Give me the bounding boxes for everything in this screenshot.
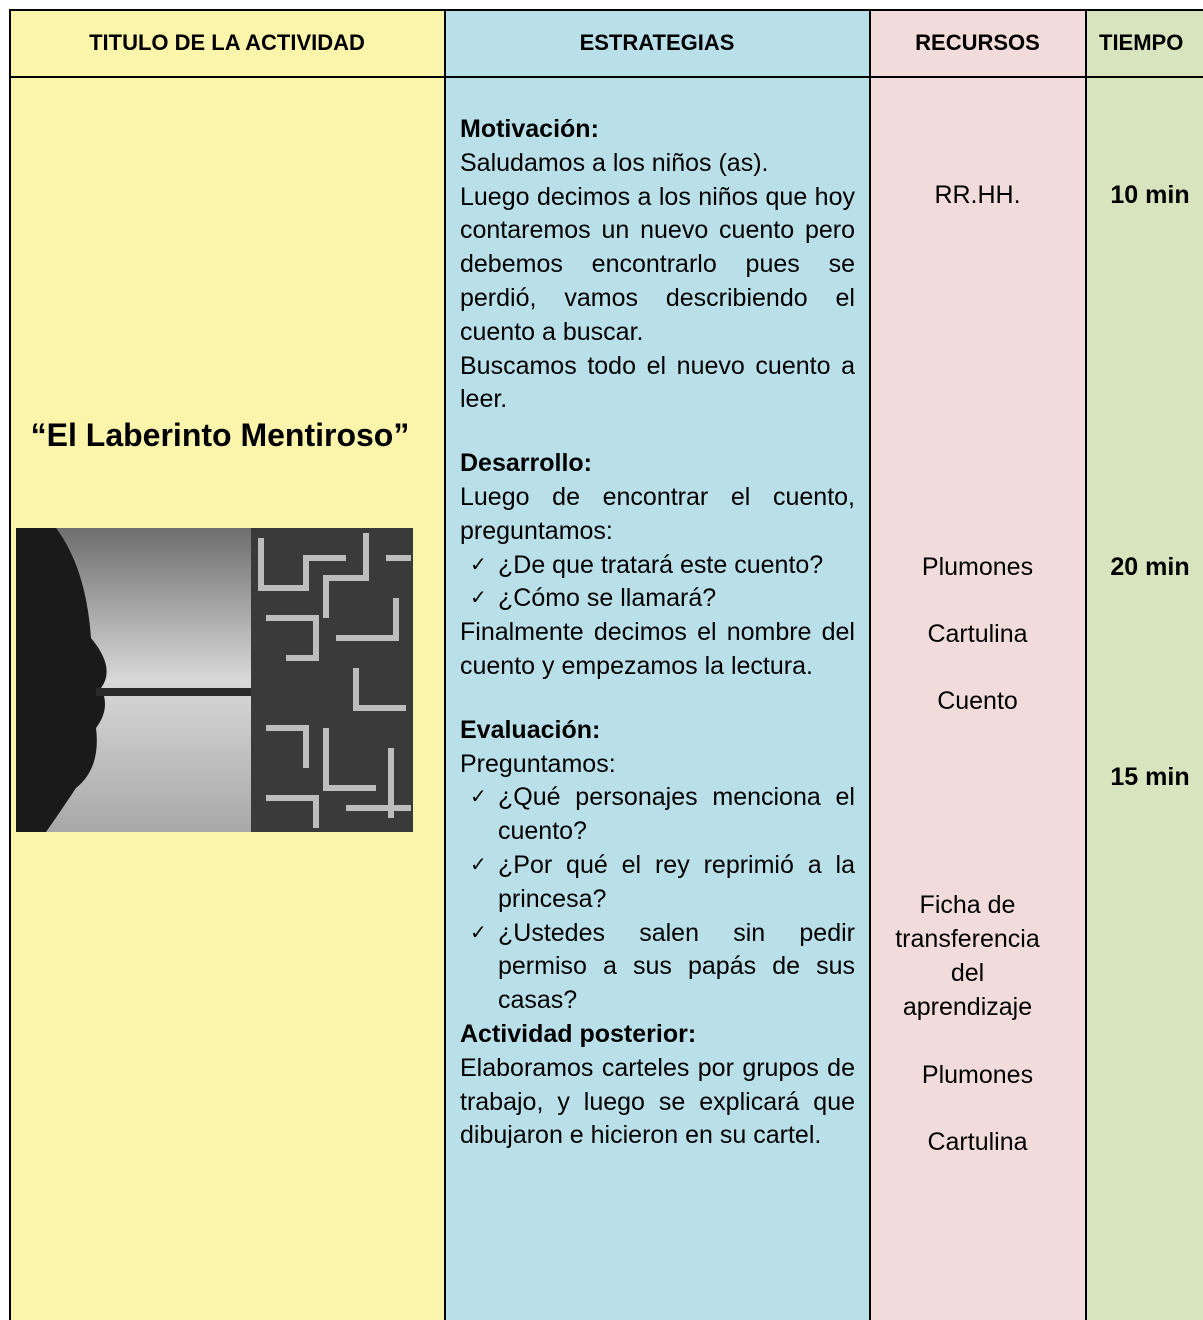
paragraph: Saludamos a los niños (as). — [460, 148, 769, 177]
paragraph: Elaboramos carteles por grupos de trabaj… — [460, 1053, 855, 1150]
section-heading: Motivación: — [460, 115, 599, 143]
section-heading: Actividad posterior: — [460, 1019, 697, 1048]
resource: RR.HH. — [934, 181, 1021, 209]
strategy-section: Evaluación: Preguntamos: ¿Qué personajes m… — [460, 714, 855, 1018]
resource: Cuento — [937, 687, 1018, 715]
illustration — [16, 528, 413, 832]
bullet-item: ¿Qué personajes menciona el cuento? — [460, 781, 855, 849]
bullet-item: ¿Por qué el rey reprimió a la princesa? — [460, 849, 855, 917]
border — [9, 9, 1203, 11]
bullet-item: ¿Ustedes salen sin pedir permiso a sus p… — [460, 917, 855, 1018]
resource: Plumones — [921, 1061, 1034, 1089]
bullet-list: ¿De que tratará este cuento?¿Cómo se lla… — [460, 549, 855, 617]
resource: Cartulina — [927, 620, 1028, 648]
resource: Cartulina — [927, 1128, 1028, 1156]
paragraph: Luego decimos a los niños que hoy contar… — [460, 182, 855, 346]
strategy-section: Desarrollo: Luego de encontrar el cuento,… — [460, 447, 855, 684]
header: TIEMPO — [1085, 10, 1203, 78]
time: 10 min — [1110, 181, 1190, 209]
activity-title: “El Laberinto Mentiroso” — [30, 417, 410, 453]
strategy-section: Actividad posterior: Elaboramos carteles … — [460, 1018, 855, 1153]
paragraph: Buscamos todo el nuevo cuento a leer. — [460, 351, 855, 414]
time: 20 min — [1110, 553, 1190, 581]
time: 15 min — [1110, 763, 1190, 791]
bullet-list: ¿Qué personajes menciona el cuento?¿Por … — [460, 781, 855, 1018]
resource: Plumones — [921, 553, 1034, 581]
section-heading: Evaluación: — [460, 715, 601, 744]
header: RECURSOS — [869, 10, 1086, 78]
paragraph: Preguntamos: — [460, 749, 616, 778]
strategies: Motivación: Saludamos a los niños (as). Lu… — [460, 113, 855, 1183]
bullet-item: ¿Cómo se llamará? — [460, 582, 855, 616]
paragraph: Luego de encontrar el cuento, preguntamo… — [460, 482, 855, 545]
resources-column — [869, 10, 1086, 1320]
bullet-item: ¿De que tratará este cuento? — [460, 549, 855, 583]
strategy-section: Motivación: Saludamos a los niños (as). Lu… — [460, 113, 855, 417]
header: TITULO DE LA ACTIVIDAD — [9, 10, 445, 78]
time-column — [1085, 10, 1203, 1320]
resource: Ficha de transferencia del aprendizaje — [895, 891, 1040, 1021]
paragraph: Finalmente decimos el nombre del cuento … — [460, 618, 855, 680]
section-heading: Desarrollo: — [460, 449, 592, 478]
header: ESTRATEGIAS — [444, 10, 870, 78]
strategies-column — [444, 10, 870, 1320]
